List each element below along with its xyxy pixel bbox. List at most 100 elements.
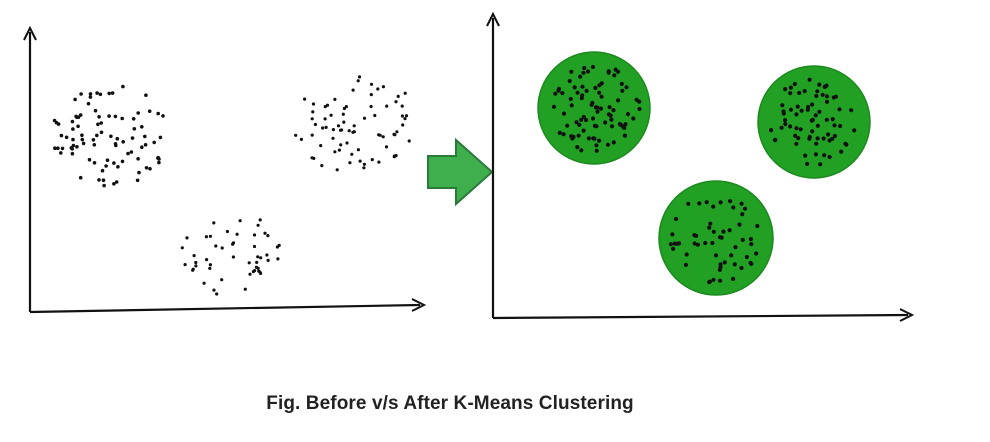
after-cluster-3-point xyxy=(721,229,726,234)
before-cluster-3-point xyxy=(247,261,251,265)
after-cluster-1-point xyxy=(585,69,591,74)
before-cluster-2-point xyxy=(373,113,377,118)
after-cluster-3-point xyxy=(710,240,715,246)
before-cluster-3-point xyxy=(256,223,260,227)
before-cluster-2-point xyxy=(320,164,324,168)
after-cluster-2-point xyxy=(824,94,830,99)
before-cluster-1-point xyxy=(76,124,80,129)
after-cluster-1-point xyxy=(593,85,598,90)
before-cluster-2-point xyxy=(319,144,323,148)
after-cluster-1-point xyxy=(637,99,642,104)
before-cluster-1-point xyxy=(158,135,163,140)
after-cluster-3-point xyxy=(749,242,754,247)
before-cluster-1-point xyxy=(71,127,75,131)
before-cluster-2-point xyxy=(344,105,348,109)
before-cluster-3-point xyxy=(204,235,208,239)
before-cluster-3-point xyxy=(248,272,252,276)
before-cluster-3-point xyxy=(231,255,235,259)
after-cluster-2-point xyxy=(793,133,798,138)
after-cluster-2-point xyxy=(810,102,815,107)
before-cluster-2-point xyxy=(347,129,351,133)
before-cluster-1-point xyxy=(132,127,137,131)
after-cluster-3-point xyxy=(728,199,733,204)
before-cluster-2-point xyxy=(362,162,366,166)
after-cluster-1-point xyxy=(578,74,583,79)
after-cluster-2-point xyxy=(803,153,808,158)
before-cluster-1-point xyxy=(97,178,101,182)
before-cluster-1-point xyxy=(92,161,97,165)
before-cluster-1-point xyxy=(107,114,111,118)
before-cluster-1-point xyxy=(109,134,113,139)
after-cluster-1-point xyxy=(590,64,596,70)
before-cluster-2-point xyxy=(331,128,335,132)
before-cluster-2-point xyxy=(311,110,315,114)
before-cluster-1-point xyxy=(137,170,141,175)
before-cluster-2-point xyxy=(341,112,345,116)
after-cluster-3-point xyxy=(673,216,679,222)
before-cluster-1-point xyxy=(56,146,60,150)
after-cluster-1-point xyxy=(594,143,599,148)
after-cluster-1-point xyxy=(595,105,600,110)
after-cluster-2-point xyxy=(806,104,811,110)
before-cluster-1-point xyxy=(78,175,83,180)
before-cluster-3-point xyxy=(220,246,224,250)
after-cluster-1-point xyxy=(599,94,604,99)
before-cluster-3-point xyxy=(180,246,184,250)
after-cluster-2-point xyxy=(824,99,830,104)
before-cluster-3-point xyxy=(275,245,279,249)
after-cluster-1-point xyxy=(612,73,617,78)
after-cluster-2-point xyxy=(817,109,822,114)
before-cluster-2-point xyxy=(351,88,355,92)
after-cluster-3-point xyxy=(739,265,744,271)
after-cluster-1-point xyxy=(561,111,567,116)
before-cluster-3-point xyxy=(215,292,219,296)
before-cluster-2-point xyxy=(323,117,327,121)
after-cluster-1-point xyxy=(609,124,615,129)
after-cluster-1-point xyxy=(622,125,627,130)
after-cluster-3-point xyxy=(683,262,689,267)
after-cluster-1-point xyxy=(623,122,628,127)
before-cluster-3-point xyxy=(192,254,196,258)
before-cluster-2-point xyxy=(350,152,354,156)
figure-caption: Fig. Before v/s After K-Means Clustering xyxy=(266,393,634,414)
after-cluster-2-point xyxy=(797,90,802,96)
after-cluster-2-point xyxy=(817,82,822,87)
after-cluster-3-point xyxy=(684,252,689,257)
before-cluster-1-point xyxy=(100,168,105,173)
after-cluster-3-point xyxy=(755,223,760,229)
after-cluster-1-point xyxy=(581,70,586,75)
cluster-region-2 xyxy=(757,65,871,179)
before-cluster-1-point xyxy=(110,91,115,95)
after-cluster-1-point xyxy=(580,84,585,89)
before-cluster-3-point xyxy=(259,256,263,260)
after-cluster-1-point xyxy=(581,114,587,120)
before-cluster-3-point xyxy=(194,264,198,268)
before-cluster-1-point xyxy=(71,143,76,148)
after-cluster-2-point xyxy=(794,112,799,117)
after-cluster-1-point xyxy=(598,106,604,111)
after-cluster-3-point xyxy=(722,260,727,265)
after-cluster-1-point xyxy=(575,90,580,95)
after-axes xyxy=(486,11,915,322)
before-points xyxy=(52,75,411,296)
before-cluster-2-point xyxy=(407,139,411,143)
before-cluster-1-point xyxy=(136,157,140,161)
after-cluster-1-point xyxy=(597,83,602,88)
before-cluster-1-point xyxy=(107,91,111,96)
before-cluster-1-point xyxy=(129,150,134,154)
before-cluster-1-point xyxy=(161,114,165,118)
before-cluster-1-point xyxy=(147,109,152,113)
before-cluster-1-point xyxy=(80,133,84,137)
after-cluster-3-point xyxy=(694,233,699,238)
after-cluster-2-point xyxy=(837,107,842,112)
before-cluster-3-point xyxy=(256,266,260,270)
before-cluster-1-point xyxy=(156,111,160,116)
before-cluster-2-point xyxy=(352,124,356,128)
after-x-axis xyxy=(492,313,909,320)
after-points xyxy=(551,64,857,285)
after-cluster-3-point xyxy=(697,201,702,206)
after-cluster-2-point xyxy=(772,138,778,143)
after-cluster-1-point xyxy=(606,112,612,117)
before-cluster-2-point xyxy=(325,103,330,107)
before-cluster-1-point xyxy=(114,180,119,184)
